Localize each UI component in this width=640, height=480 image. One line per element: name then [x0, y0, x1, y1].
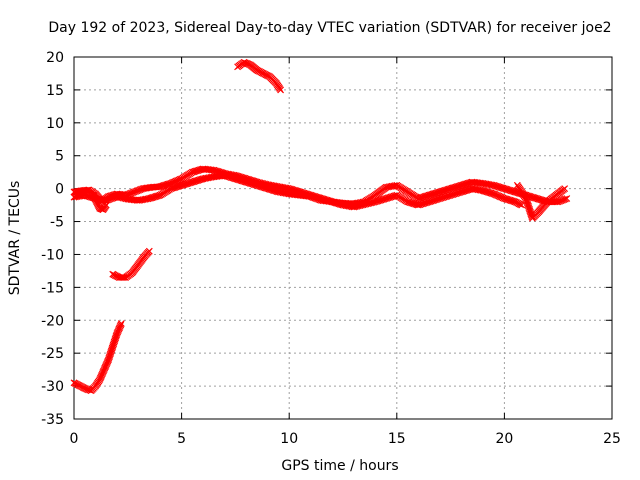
data-series-mid-low-arc — [109, 247, 153, 281]
data-point — [561, 195, 569, 203]
x-tick-label: 10 — [280, 431, 298, 447]
y-tick-label: -20 — [41, 313, 64, 329]
y-tick-label: -10 — [41, 247, 64, 263]
x-tick-label: 25 — [603, 431, 621, 447]
y-tick-label: 0 — [55, 182, 64, 198]
data-point — [102, 201, 110, 209]
grid-lines — [74, 57, 612, 419]
y-tick-label: -30 — [41, 379, 64, 395]
data-points — [70, 58, 571, 395]
data-point — [145, 247, 153, 255]
data-series-low-arc — [70, 320, 125, 395]
chart-title: Day 192 of 2023, Sidereal Day-to-day VTE… — [48, 20, 611, 36]
axis-ticks: 0 5 10 15 20 25 -35 -30 -25 -20 -15 -10 -5 0 5 10 15 20 — [41, 50, 621, 447]
data-point — [561, 185, 569, 193]
data-point — [277, 86, 285, 94]
data-series-dip-near-1h — [89, 191, 110, 214]
y-tick-label: -35 — [41, 412, 64, 428]
y-tick-label: -15 — [41, 280, 64, 296]
y-tick-label: 15 — [46, 83, 64, 99]
y-tick-label: 10 — [46, 116, 64, 132]
y-tick-label: -5 — [50, 215, 64, 231]
x-axis-label: GPS time / hours — [281, 458, 398, 474]
data-point — [117, 320, 125, 327]
plot-frame — [73, 56, 613, 420]
y-tick-label: 20 — [46, 50, 64, 66]
data-series-end-segment — [513, 181, 569, 222]
x-tick-label: 5 — [177, 431, 186, 447]
y-tick-label: -25 — [41, 346, 64, 362]
data-point — [563, 195, 571, 202]
data-series-high-arc — [234, 58, 285, 94]
x-tick-label: 15 — [388, 431, 406, 447]
data-series-main-band-b — [70, 172, 526, 211]
y-axis-label: SDTVAR / TECUs — [7, 181, 23, 296]
x-tick-label: 0 — [70, 431, 79, 447]
x-tick-label: 20 — [495, 431, 513, 447]
y-tick-label: 5 — [55, 149, 64, 165]
